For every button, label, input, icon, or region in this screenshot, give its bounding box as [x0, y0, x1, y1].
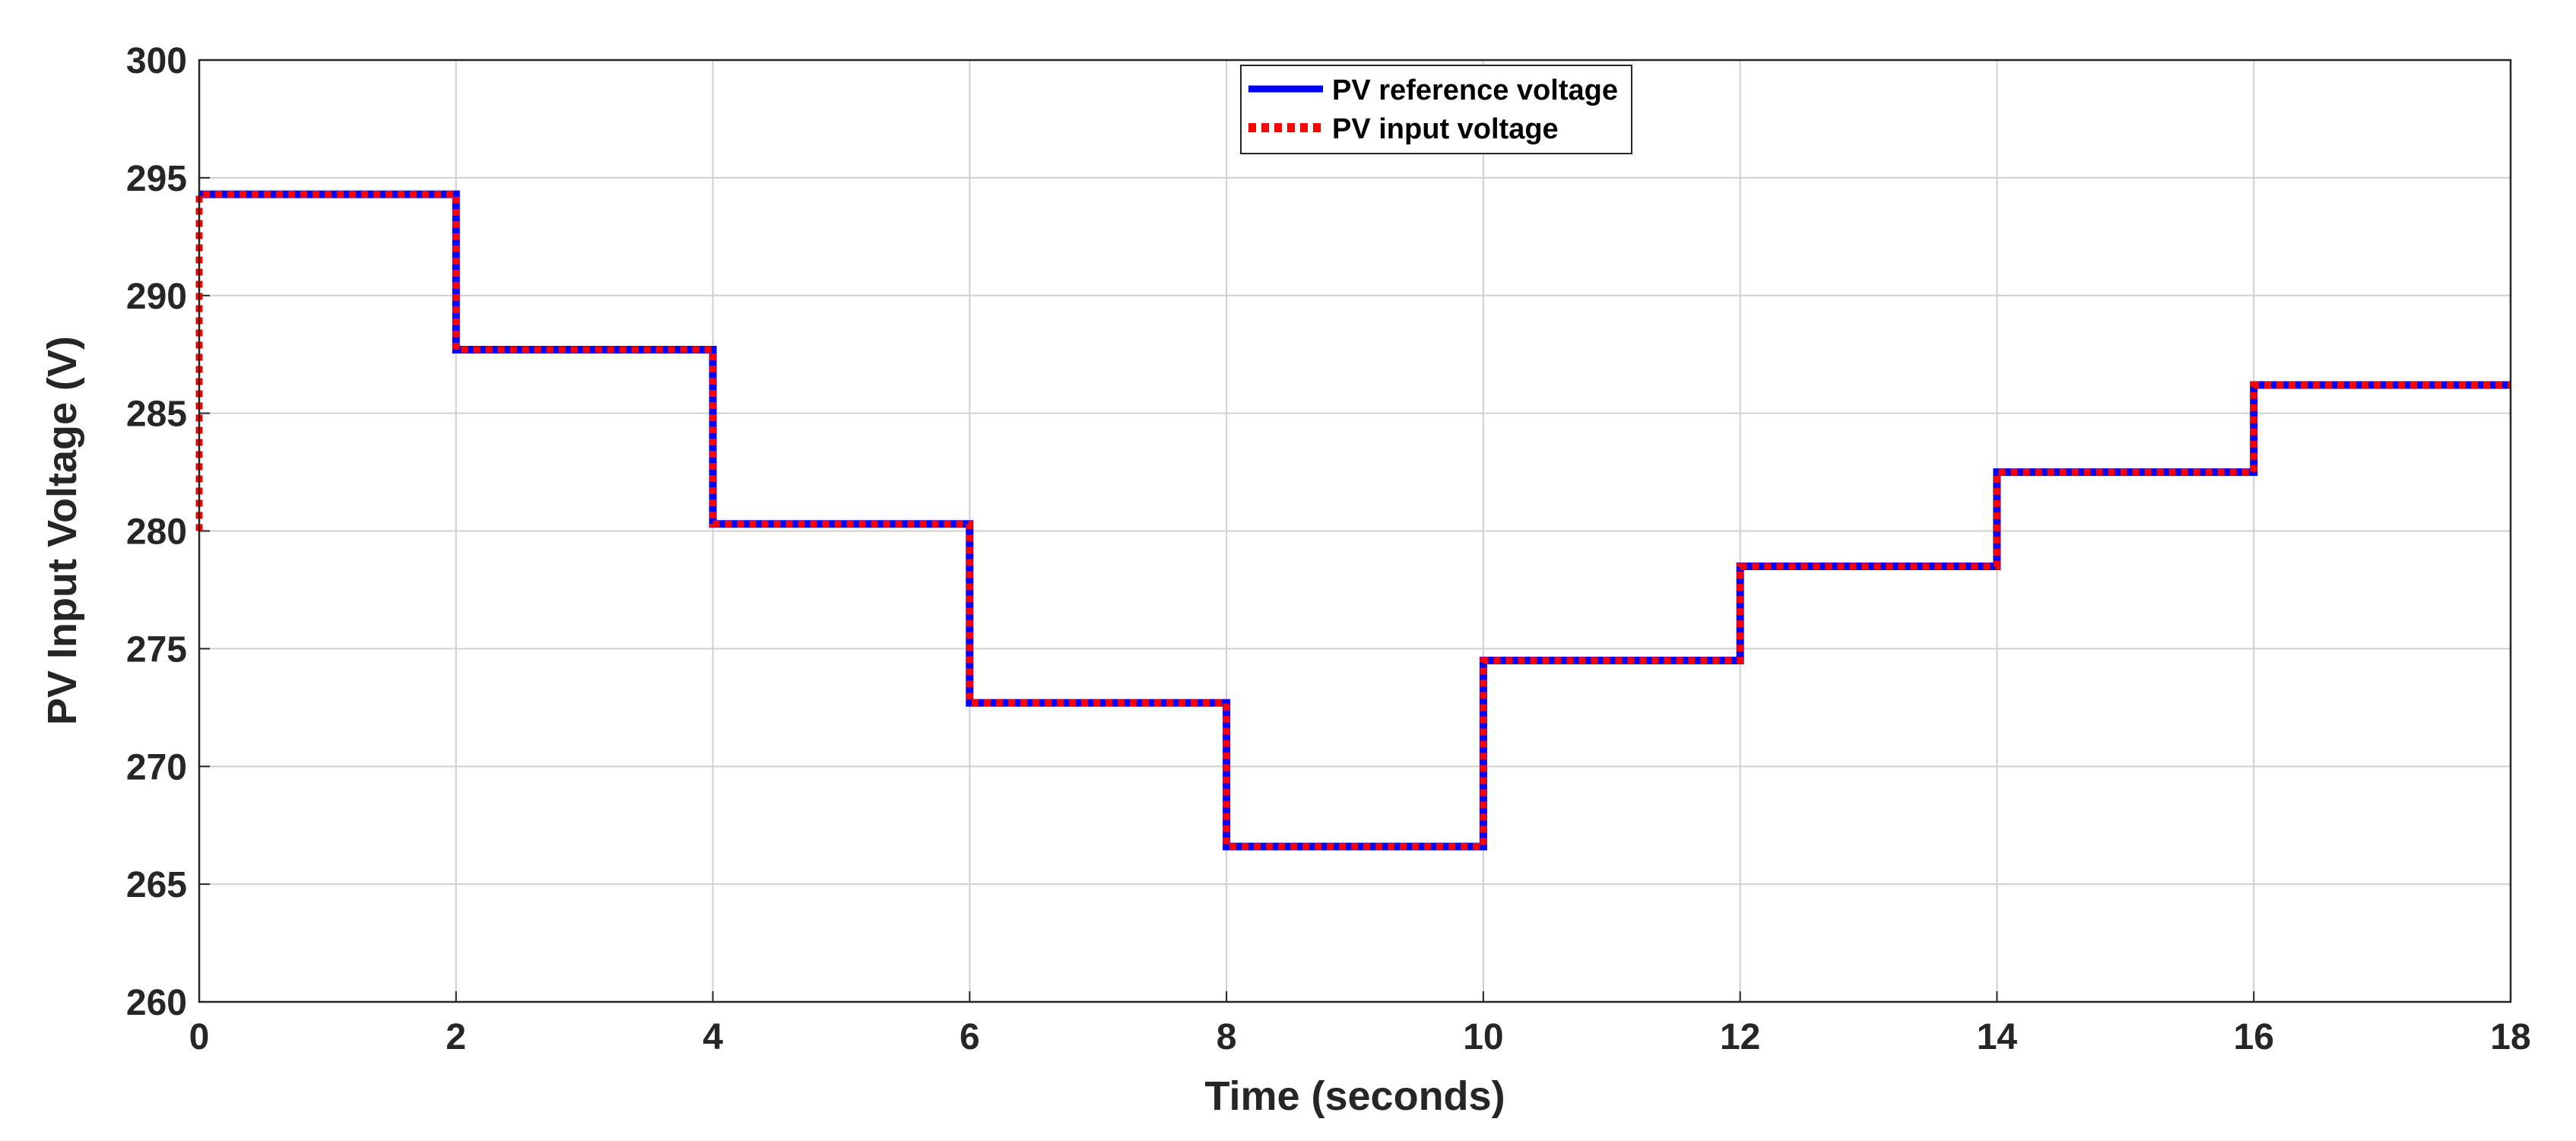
- x-tick-label: 8: [1217, 1017, 1237, 1057]
- x-tick-label: 10: [1463, 1017, 1503, 1057]
- legend: PV reference voltage PV input voltage: [1240, 65, 1632, 154]
- x-tick-label: 18: [2490, 1017, 2530, 1057]
- legend-label-input: PV input voltage: [1332, 113, 1559, 145]
- plot-frame: [198, 59, 2512, 1003]
- y-tick-label: 285: [126, 395, 187, 435]
- legend-label-reference: PV reference voltage: [1332, 74, 1618, 106]
- y-tick-label: 275: [126, 629, 187, 670]
- legend-box: [1240, 65, 1632, 154]
- y-tick-label: 270: [126, 747, 187, 788]
- x-tick-label: 4: [703, 1017, 723, 1057]
- x-tick-labels: 0 2 4 6 8 10 12 14 16 18: [189, 1017, 2531, 1057]
- x-tick-label: 6: [960, 1017, 980, 1057]
- y-tick-label: 295: [126, 159, 187, 199]
- x-tick-label: 16: [2234, 1017, 2274, 1057]
- y-tick-labels: 260 265 270 275 280 285 290 295 300: [126, 41, 187, 1023]
- x-tick-label: 2: [446, 1017, 466, 1057]
- x-tick-label: 12: [1720, 1017, 1760, 1057]
- y-tick-label: 290: [126, 277, 187, 317]
- y-tick-label: 265: [126, 865, 187, 905]
- y-tick-label: 280: [126, 512, 187, 553]
- y-axis-label: PV Input Voltage (V): [40, 336, 85, 725]
- x-tick-label: 14: [1977, 1017, 2018, 1057]
- y-tick-label: 300: [126, 41, 187, 81]
- x-axis-label: Time (seconds): [1204, 1073, 1505, 1119]
- series-group: [195, 190, 2511, 851]
- y-tick-label: 260: [126, 983, 187, 1023]
- x-tick-label: 0: [189, 1017, 210, 1057]
